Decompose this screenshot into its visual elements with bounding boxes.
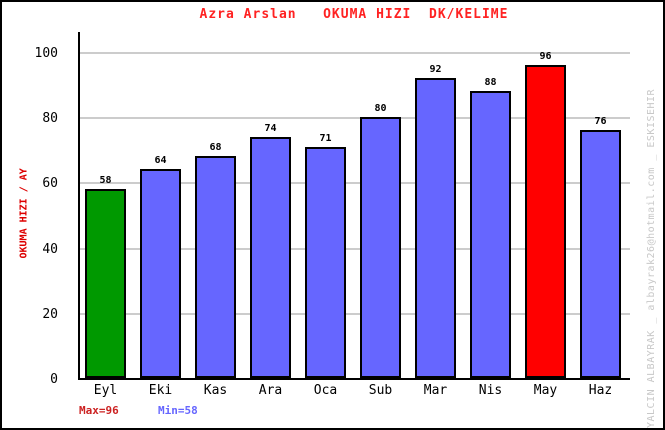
- bar-value-ara: 74: [264, 123, 277, 134]
- min-value-label: Min=58: [158, 404, 198, 417]
- chart-title: Azra Arslan OKUMA HIZI DK/KELIME: [199, 7, 509, 22]
- x-tick-label-may: May: [533, 383, 558, 398]
- bar-value-mar: 92: [429, 64, 442, 75]
- bar-value-may: 96: [539, 51, 552, 62]
- bar-kas: [195, 156, 236, 378]
- y-tick-label-20: 20: [42, 307, 58, 322]
- watermark-text: YALCIN ALBAYRAK _ albayrak26@hotmail.com…: [646, 88, 657, 428]
- x-tick-label-mar: Mar: [423, 383, 448, 398]
- y-tick-label-80: 80: [42, 111, 58, 126]
- bar-mar: [415, 78, 456, 378]
- bar-value-haz: 76: [594, 116, 607, 127]
- bar-may: [525, 65, 566, 378]
- gridline-40: [80, 248, 630, 250]
- gridline-60: [80, 182, 630, 184]
- x-tick-label-eki: Eki: [148, 383, 173, 398]
- y-tick-label-40: 40: [42, 242, 58, 257]
- y-tick-label-0: 0: [50, 372, 58, 387]
- x-tick-label-ara: Ara: [258, 383, 283, 398]
- bar-eyl: [85, 189, 126, 378]
- x-tick-label-oca: Oca: [313, 383, 338, 398]
- gridline-80: [80, 117, 630, 119]
- bar-value-kas: 68: [209, 142, 222, 153]
- y-tick-label-60: 60: [42, 176, 58, 191]
- bar-value-oca: 71: [319, 133, 332, 144]
- bar-sub: [360, 117, 401, 378]
- x-tick-label-eyl: Eyl: [93, 383, 118, 398]
- gridline-100: [80, 52, 630, 54]
- x-tick-label-sub: Sub: [368, 383, 393, 398]
- bar-value-nis: 88: [484, 77, 497, 88]
- bar-haz: [580, 130, 621, 378]
- bar-value-eyl: 58: [99, 175, 112, 186]
- x-tick-label-haz: Haz: [588, 383, 613, 398]
- plot-area: 58 64 68 74 71 80 92 88 96 76: [78, 32, 630, 380]
- bar-ara: [250, 137, 291, 378]
- x-tick-label-kas: Kas: [203, 383, 228, 398]
- bar-eki: [140, 169, 181, 378]
- max-value-label: Max=96: [79, 404, 119, 417]
- bar-value-sub: 80: [374, 103, 387, 114]
- bar-oca: [305, 147, 346, 378]
- gridline-20: [80, 313, 630, 315]
- bar-value-eki: 64: [154, 155, 167, 166]
- x-tick-label-nis: Nis: [478, 383, 503, 398]
- y-tick-label-100: 100: [34, 46, 58, 61]
- bar-nis: [470, 91, 511, 378]
